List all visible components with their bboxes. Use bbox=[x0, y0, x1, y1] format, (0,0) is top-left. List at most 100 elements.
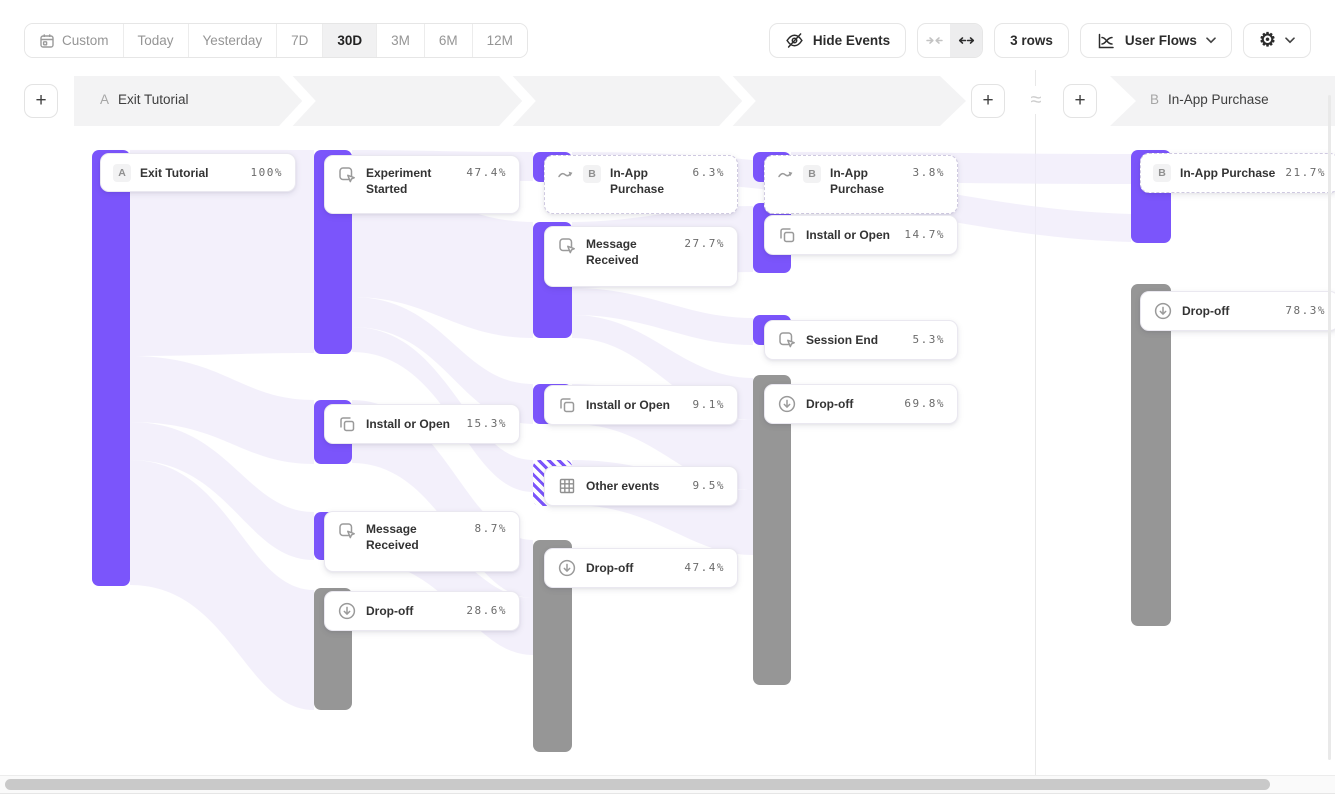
gear-icon: ⚙ bbox=[1258, 30, 1276, 51]
node-label: Other events bbox=[586, 479, 660, 493]
node-value: 28.6% bbox=[466, 604, 507, 617]
node-value: 69.8% bbox=[904, 397, 945, 410]
arrows-inward-icon[interactable] bbox=[918, 24, 950, 57]
tap-icon bbox=[777, 330, 797, 350]
step-a-header[interactable]: A Exit Tutorial bbox=[100, 92, 189, 107]
date-range-30d-selected[interactable]: 30D bbox=[322, 24, 377, 57]
arrows-outward-icon[interactable] bbox=[950, 24, 983, 57]
section-divider bbox=[1035, 70, 1036, 775]
date-range-today[interactable]: Today bbox=[122, 24, 188, 57]
hide-events-label: Hide Events bbox=[812, 33, 891, 48]
chevron-down-icon bbox=[1285, 37, 1295, 44]
hide-events-button[interactable]: Hide Events bbox=[768, 23, 907, 58]
view-label: User Flows bbox=[1124, 33, 1197, 48]
flow-bar-drop-off-b[interactable] bbox=[1131, 284, 1171, 626]
node-card-in-app-purchase-3[interactable]: B In-App Purchase 6.3% bbox=[544, 155, 738, 214]
date-range-label: 30D bbox=[337, 33, 363, 48]
copy-icon bbox=[777, 225, 797, 245]
date-range-12m[interactable]: 12M bbox=[471, 24, 527, 57]
node-card-install-or-open-2[interactable]: Install or Open 15.3% bbox=[324, 404, 520, 444]
step-b-badge: B bbox=[583, 165, 601, 183]
add-step-button-mid[interactable]: + bbox=[971, 84, 1005, 118]
date-range-7d[interactable]: 7D bbox=[276, 24, 323, 57]
flow-chart-icon bbox=[1096, 31, 1116, 51]
settings-dropdown[interactable]: ⚙ bbox=[1242, 23, 1311, 58]
node-card-in-app-purchase-b[interactable]: B In-App Purchase 21.7% bbox=[1140, 153, 1335, 193]
node-label: In-App Purchase bbox=[1180, 166, 1276, 180]
node-label: In-App Purchase bbox=[830, 166, 885, 196]
node-label: Drop-off bbox=[586, 561, 634, 575]
arrow-down-circle-icon bbox=[337, 601, 357, 621]
node-card-in-app-purchase-4[interactable]: B In-App Purchase 3.8% bbox=[764, 155, 958, 214]
node-label: Install or Open bbox=[366, 417, 451, 431]
node-value: 47.4% bbox=[684, 561, 725, 574]
node-card-message-received-3[interactable]: Message Received 27.7% bbox=[544, 226, 738, 287]
date-range-label: 12M bbox=[486, 33, 513, 48]
node-card-drop-off-2[interactable]: Drop-off 28.6% bbox=[324, 591, 520, 631]
step-header-band bbox=[74, 76, 1335, 126]
copy-icon bbox=[337, 414, 357, 434]
date-range-label: 6M bbox=[438, 33, 458, 48]
node-label: Session End bbox=[806, 333, 879, 347]
node-value: 47.4% bbox=[466, 166, 507, 179]
node-value: 8.7% bbox=[474, 522, 507, 535]
node-card-drop-off-3[interactable]: Drop-off 47.4% bbox=[544, 548, 738, 588]
date-range-selector: Custom Today Yesterday 7D 30D 3M 6M 12M bbox=[24, 23, 528, 58]
ribbon bbox=[130, 422, 314, 560]
toolbar-right: Hide Events 3 rows bbox=[768, 23, 1311, 58]
node-value: 3.8% bbox=[912, 166, 945, 179]
step-b-header[interactable]: B In-App Purchase bbox=[1150, 92, 1269, 107]
ribbon bbox=[130, 356, 314, 464]
horizontal-scrollbar-track[interactable] bbox=[0, 775, 1335, 794]
node-card-exit-tutorial[interactable]: A Exit Tutorial 100% bbox=[100, 153, 296, 192]
chevron-down-icon bbox=[1206, 37, 1216, 44]
view-selector[interactable]: User Flows bbox=[1079, 23, 1232, 58]
ribbon bbox=[572, 288, 753, 345]
node-card-message-received-2[interactable]: Message Received 8.7% bbox=[324, 511, 520, 572]
node-value: 21.7% bbox=[1285, 166, 1326, 179]
node-card-install-or-open-4[interactable]: Install or Open 14.7% bbox=[764, 215, 958, 255]
node-card-session-end[interactable]: Session End 5.3% bbox=[764, 320, 958, 360]
arrow-down-circle-icon bbox=[1153, 301, 1173, 321]
date-range-custom[interactable]: Custom bbox=[25, 24, 123, 57]
eye-off-icon bbox=[785, 31, 804, 50]
date-range-label: Custom bbox=[62, 33, 109, 48]
date-range-label: 3M bbox=[391, 33, 410, 48]
flow-bar-exit-tutorial[interactable] bbox=[92, 150, 130, 586]
step-b-badge: B bbox=[803, 165, 821, 183]
vertical-scrollbar[interactable] bbox=[1328, 95, 1331, 760]
ribbon bbox=[352, 179, 533, 338]
node-card-experiment-started[interactable]: Experiment Started 47.4% bbox=[324, 155, 520, 214]
ribbon bbox=[352, 327, 533, 492]
arrow-down-circle-icon bbox=[557, 558, 577, 578]
date-range-label: Today bbox=[137, 33, 174, 48]
add-step-button-b[interactable]: + bbox=[1063, 84, 1097, 118]
horizontal-scrollbar-thumb[interactable] bbox=[5, 779, 1270, 790]
rows-button[interactable]: 3 rows bbox=[994, 23, 1069, 58]
node-value: 27.7% bbox=[684, 237, 725, 250]
ribbon bbox=[130, 460, 314, 710]
node-card-drop-off-4[interactable]: Drop-off 69.8% bbox=[764, 384, 958, 424]
add-step-button-left[interactable]: + bbox=[24, 84, 58, 118]
grid-icon bbox=[557, 476, 577, 496]
date-range-label: Yesterday bbox=[202, 33, 263, 48]
node-card-other-events[interactable]: Other events 9.5% bbox=[544, 466, 738, 506]
node-label: Message Received bbox=[586, 237, 639, 267]
date-range-3m[interactable]: 3M bbox=[376, 24, 424, 57]
node-value: 14.7% bbox=[904, 228, 945, 241]
node-card-drop-off-b[interactable]: Drop-off 78.3% bbox=[1140, 291, 1335, 331]
node-label: Exit Tutorial bbox=[140, 165, 209, 180]
node-value: 9.5% bbox=[692, 479, 725, 492]
trend-arrow-icon bbox=[777, 165, 794, 182]
date-range-6m[interactable]: 6M bbox=[423, 24, 472, 57]
tap-icon bbox=[557, 236, 577, 256]
node-label: Drop-off bbox=[366, 604, 414, 618]
flow-bar-drop-off-4[interactable] bbox=[753, 375, 791, 685]
step-a-letter: A bbox=[100, 92, 110, 107]
node-card-install-or-open-3[interactable]: Install or Open 9.1% bbox=[544, 385, 738, 425]
tap-icon bbox=[337, 165, 357, 185]
date-range-yesterday[interactable]: Yesterday bbox=[187, 24, 277, 57]
approx-glyph: ≈ bbox=[1030, 88, 1042, 111]
plus-icon: + bbox=[1074, 90, 1086, 111]
